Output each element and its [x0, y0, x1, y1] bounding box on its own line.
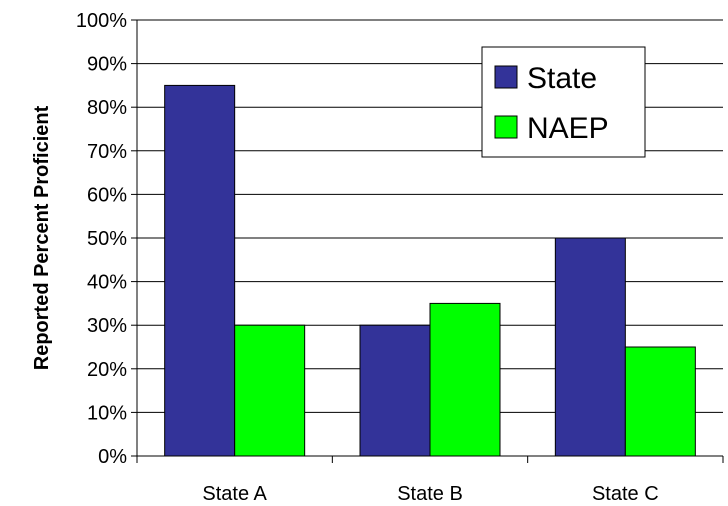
y-tick-labels: 0% 10% 20% 30% 40% 50% 60% 70% 80% 90% 100%	[76, 10, 127, 468]
y-tick-label: 0%	[98, 446, 127, 468]
y-tick-label: 80%	[87, 97, 127, 119]
bar-naep-state-c	[624, 346, 696, 457]
legend-swatch-state	[494, 65, 518, 89]
x-tick-label: State C	[592, 483, 659, 505]
axes	[131, 19, 724, 463]
legend-label-state: State	[527, 62, 597, 95]
bar-naep-state-b	[429, 302, 501, 457]
x-tick-label: State A	[202, 483, 267, 505]
y-axis-label: Reported Percent Proficient	[31, 105, 53, 370]
bar-state-state-c	[554, 237, 626, 457]
y-tick-label: 70%	[87, 141, 127, 163]
bar-state-state-a	[164, 84, 236, 457]
y-tick-label: 20%	[87, 359, 127, 381]
y-tick-label: 60%	[87, 184, 127, 206]
legend-label-naep: NAEP	[527, 112, 609, 145]
legend: State NAEP	[481, 46, 646, 158]
y-tick-label: 10%	[87, 402, 127, 424]
legend-box	[481, 46, 646, 158]
y-tick-label: 90%	[87, 54, 127, 76]
y-tick-label: 30%	[87, 315, 127, 337]
legend-swatch-naep	[494, 115, 518, 139]
y-tick-label: 40%	[87, 272, 127, 294]
bar-state-state-b	[359, 324, 431, 457]
y-tick-label: 100%	[76, 10, 127, 32]
x-tick-labels: State A State B State C	[202, 483, 658, 505]
bar-naep-state-a	[234, 324, 306, 457]
y-tick-label: 50%	[87, 228, 127, 250]
x-tick-label: State B	[397, 483, 463, 505]
